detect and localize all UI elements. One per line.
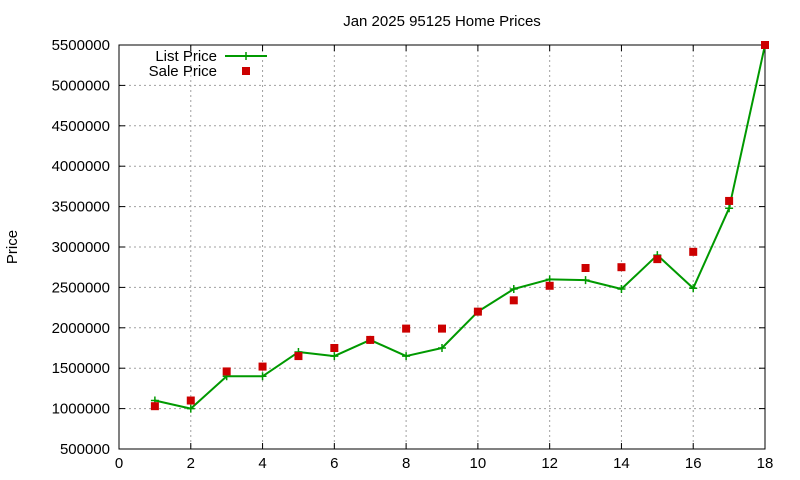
list-price-point bbox=[402, 352, 411, 361]
sale-price-point bbox=[545, 281, 554, 290]
x-tick-label: 4 bbox=[258, 455, 266, 472]
y-tick-label: 500000 bbox=[60, 441, 110, 458]
x-tick-label: 14 bbox=[613, 455, 630, 472]
x-tick-label: 16 bbox=[685, 455, 702, 472]
list-price-line bbox=[154, 44, 766, 410]
y-tick-label: 3000000 bbox=[52, 239, 110, 256]
sale-price-point bbox=[330, 344, 339, 352]
sale-price-point bbox=[294, 352, 303, 361]
chart-title: Jan 2025 95125 Home Prices bbox=[343, 13, 541, 30]
list-price-point bbox=[617, 285, 626, 294]
legend-label-list-price: List Price bbox=[155, 48, 217, 65]
list-price-point bbox=[581, 276, 590, 285]
sale-price-point bbox=[617, 263, 626, 272]
sale-price-point bbox=[258, 362, 267, 371]
list-price-point bbox=[258, 372, 267, 381]
x-tick-label: 8 bbox=[402, 455, 410, 472]
y-tick-label: 4000000 bbox=[52, 158, 110, 175]
y-tick-label: 2000000 bbox=[52, 320, 110, 337]
legend-marker-list-price bbox=[242, 52, 250, 60]
sale-price-point bbox=[150, 402, 159, 411]
y-tick-label: 1500000 bbox=[52, 360, 110, 377]
y-axis-label: Price bbox=[4, 230, 21, 264]
grid-lines bbox=[119, 45, 765, 449]
y-tick-label: 3500000 bbox=[52, 199, 110, 216]
list-price-point bbox=[689, 284, 698, 293]
sale-price-point bbox=[761, 41, 769, 49]
x-tick-label: 10 bbox=[470, 455, 487, 472]
y-tick-label: 1000000 bbox=[52, 401, 110, 418]
list-price-point bbox=[509, 285, 518, 294]
list-price-point bbox=[725, 204, 734, 213]
y-tick-labels: 500000 1000000 1500000 2000000 2500000 300000… bbox=[52, 37, 110, 458]
x-tick-label: 12 bbox=[541, 455, 558, 472]
series-marks bbox=[150, 41, 769, 413]
sale-price-point bbox=[366, 335, 375, 344]
x-tick-label: 6 bbox=[330, 455, 338, 472]
sale-price-point bbox=[186, 396, 195, 405]
legend-label-sale-price: Sale Price bbox=[149, 63, 217, 80]
x-tick-label: 18 bbox=[757, 455, 774, 472]
y-tick-label: 5500000 bbox=[52, 37, 110, 54]
x-tick-label: 2 bbox=[187, 455, 195, 472]
list-price-point bbox=[438, 344, 446, 352]
legend: List Price Sale Price bbox=[149, 48, 267, 80]
sale-price-point bbox=[402, 324, 411, 333]
sale-price-point bbox=[581, 264, 590, 273]
sale-price-point bbox=[222, 367, 231, 376]
sale-price-point bbox=[653, 255, 662, 264]
sale-price-point bbox=[438, 324, 446, 333]
legend-marker-sale-price bbox=[242, 67, 250, 75]
y-tick-label: 2500000 bbox=[52, 279, 110, 296]
list-price-point bbox=[330, 352, 339, 361]
x-tick-labels: 0 2 4 6 8 10 12 14 16 18 bbox=[115, 455, 774, 472]
sale-price-point bbox=[509, 296, 518, 305]
sale-price-point bbox=[689, 247, 698, 256]
y-tick-label: 4500000 bbox=[52, 118, 110, 135]
list-price-point bbox=[186, 404, 195, 413]
y-tick-label: 5000000 bbox=[52, 77, 110, 94]
x-tick-label: 0 bbox=[115, 455, 123, 472]
sale-price-point bbox=[725, 196, 734, 205]
plot-frame bbox=[118, 44, 766, 450]
sale-price-point bbox=[473, 307, 482, 316]
